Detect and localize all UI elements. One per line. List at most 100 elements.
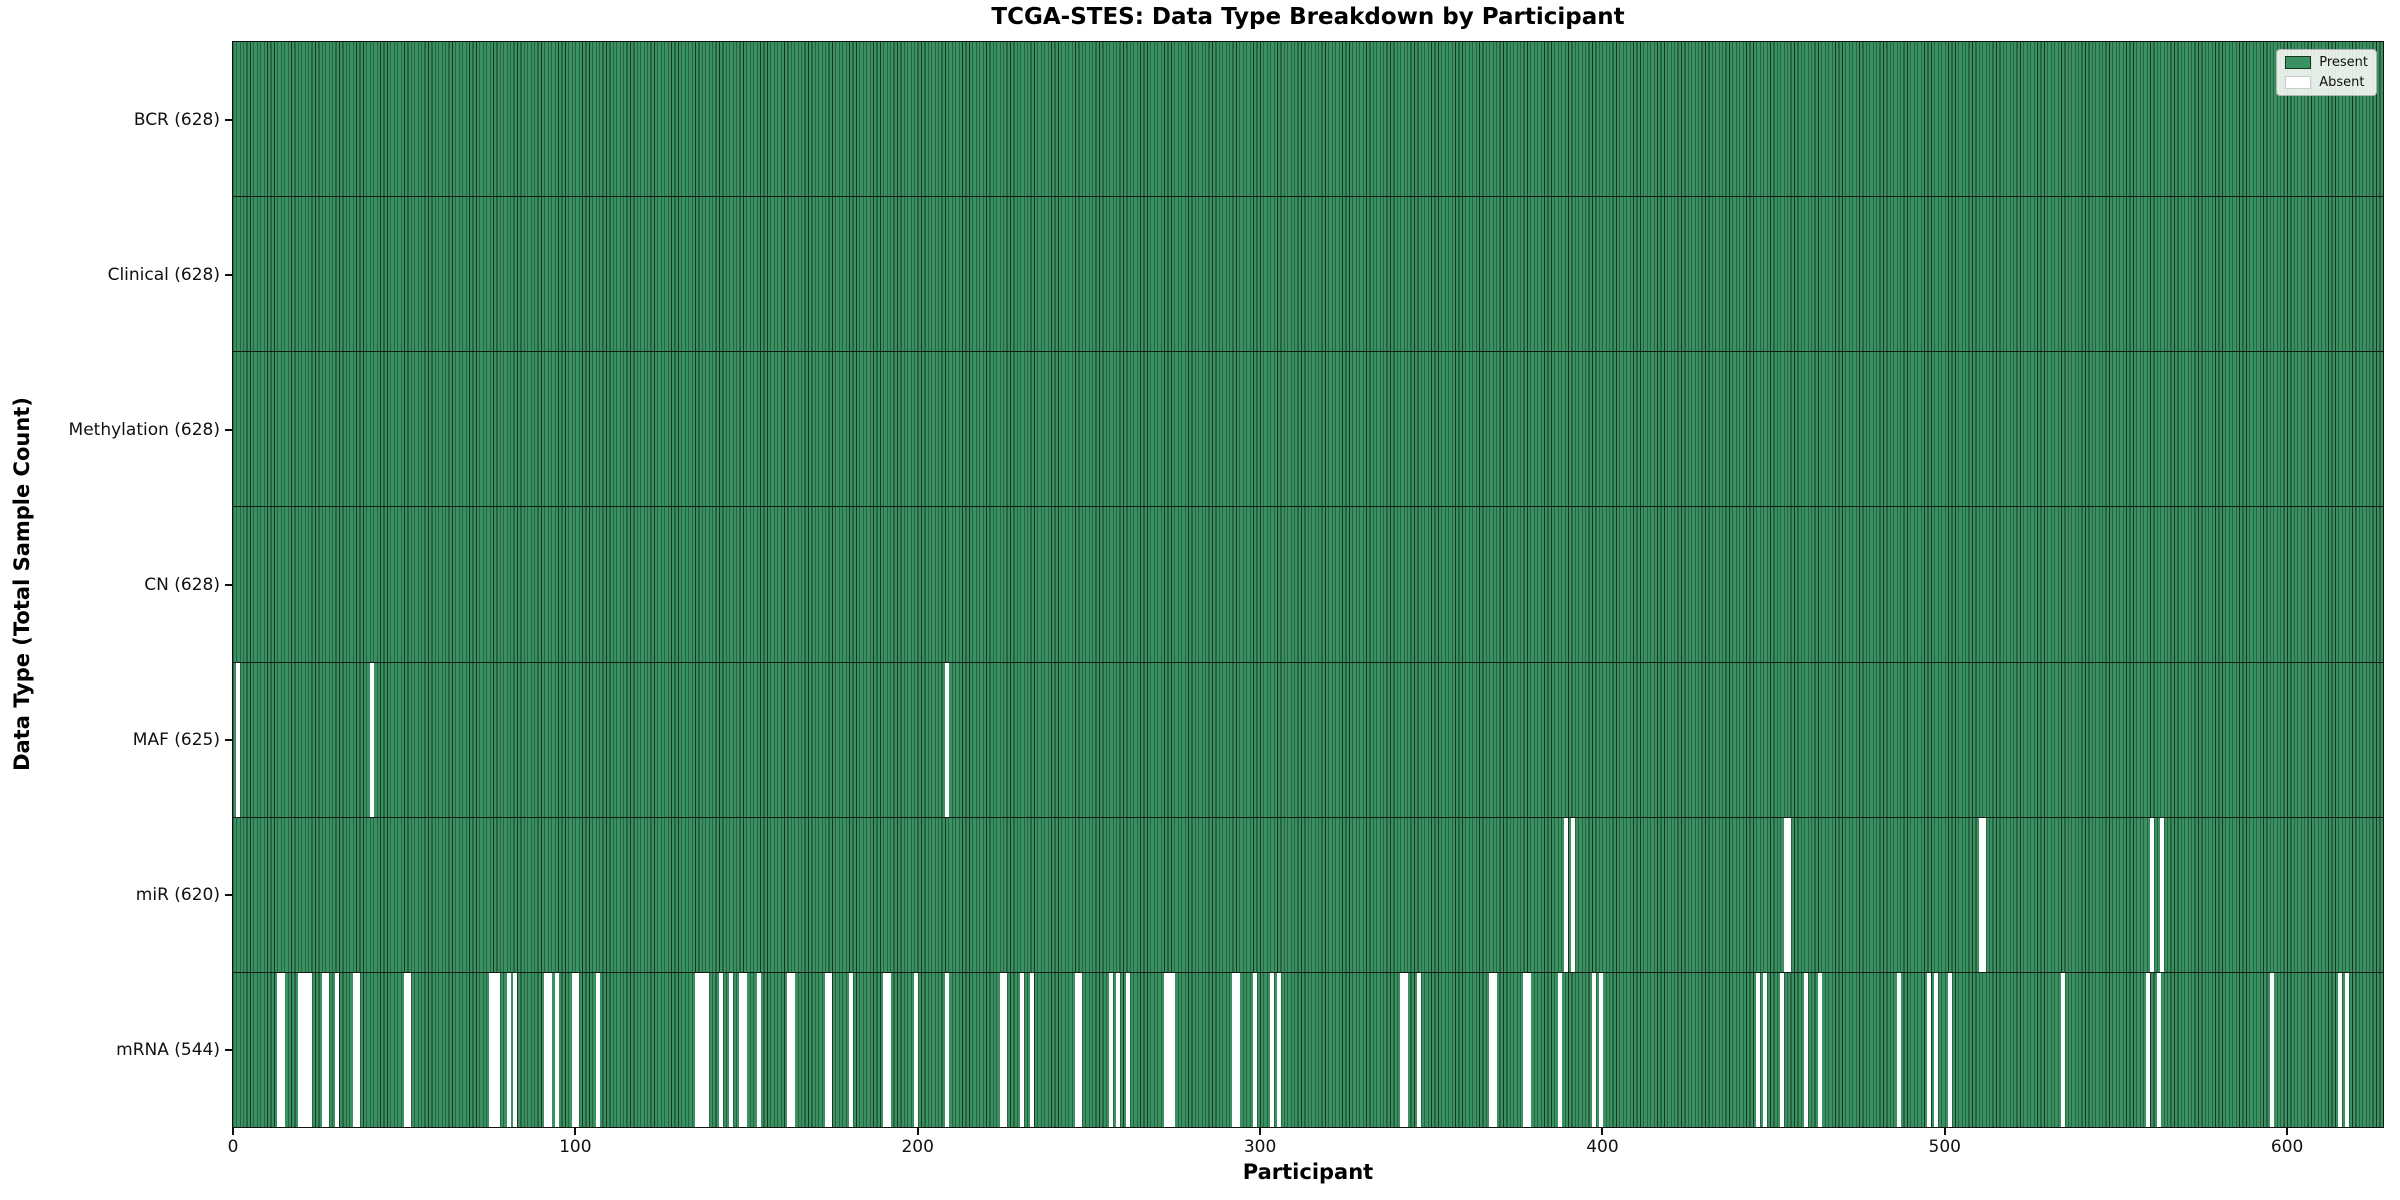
absent-stripe (2146, 972, 2151, 1127)
rows-container (233, 42, 2383, 1127)
absent-stripe (321, 972, 326, 1127)
row-miR (233, 817, 2383, 973)
absent-stripe (1074, 972, 1079, 1127)
absent-stripe (513, 972, 518, 1127)
y-tick-label-Clinical: Clinical (628) (107, 264, 220, 285)
row-BCR (233, 42, 2383, 198)
absent-stripe (236, 662, 241, 817)
x-axis-label: Participant (1242, 1160, 1374, 1184)
absent-stripe (1126, 972, 1131, 1127)
absent-stripe (1934, 972, 1939, 1127)
row-Clinical (233, 197, 2383, 353)
x-tick-mark (1601, 1128, 1604, 1135)
absent-stripe (1489, 972, 1494, 1127)
absent-stripe (308, 972, 313, 1127)
legend-swatch-present (2285, 56, 2312, 69)
absent-stripe (729, 972, 734, 1127)
absent-stripe (489, 972, 494, 1127)
absent-stripe (756, 972, 761, 1127)
y-tick-mark (225, 583, 232, 586)
absent-stripe (544, 972, 549, 1127)
row-CN (233, 507, 2383, 663)
absent-stripe (1780, 972, 1785, 1127)
absent-stripe (325, 972, 330, 1127)
y-tick-mark (225, 428, 232, 431)
absent-stripe (369, 662, 374, 817)
absent-stripe (2338, 972, 2343, 1127)
legend: Present Absent (2276, 49, 2377, 96)
absent-stripe (1557, 972, 1562, 1127)
absent-stripe (1804, 972, 1809, 1127)
absent-stripe (1786, 817, 1791, 972)
legend-item-absent: Absent (2285, 75, 2368, 90)
absent-stripe (1978, 817, 1983, 972)
chart-title: TCGA-STES: Data Type Breakdown by Partic… (991, 4, 1625, 30)
absent-stripe (1170, 972, 1175, 1127)
x-tick-label-600: 600 (2270, 1137, 2304, 1157)
absent-stripe (1417, 972, 1422, 1127)
absent-stripe (1947, 972, 1952, 1127)
absent-stripe (1763, 972, 1768, 1127)
y-tick-label-MAF: MAF (625) (132, 729, 220, 750)
absent-stripe (297, 972, 302, 1127)
absent-stripe (698, 972, 703, 1127)
absent-stripe (1927, 972, 1932, 1127)
absent-stripe (1276, 972, 1281, 1127)
absent-stripe (787, 972, 792, 1127)
absent-stripe (352, 972, 357, 1127)
x-tick-mark (1259, 1128, 1262, 1135)
absent-stripe (828, 972, 833, 1127)
absent-stripe (2269, 972, 2274, 1127)
absent-stripe (1571, 817, 1576, 972)
absent-stripe (1163, 972, 1168, 1127)
absent-stripe (571, 972, 576, 1127)
absent-stripe (2160, 817, 2165, 972)
row-mRNA (233, 972, 2383, 1127)
absent-stripe (1232, 972, 1237, 1127)
y-tick-label-miR: miR (620) (135, 884, 220, 905)
absent-stripe (2345, 972, 2350, 1127)
y-tick-mark (225, 1048, 232, 1051)
absent-stripe (1523, 972, 1528, 1127)
absent-stripe (1403, 972, 1408, 1127)
absent-stripe (1756, 972, 1761, 1127)
absent-stripe (999, 972, 1004, 1127)
absent-stripe (886, 972, 891, 1127)
legend-label: Present (2319, 55, 2368, 70)
absent-stripe (1564, 817, 1569, 972)
absent-stripe (944, 662, 949, 817)
absent-stripe (718, 972, 723, 1127)
absent-stripe (2149, 817, 2154, 972)
absent-stripe (913, 972, 918, 1127)
absent-stripe (1817, 972, 1822, 1127)
absent-stripe (403, 972, 408, 1127)
absent-stripe (739, 972, 744, 1127)
absent-stripe (1167, 972, 1172, 1127)
absent-stripe (1020, 972, 1025, 1127)
y-tick-mark (225, 273, 232, 276)
absent-stripe (335, 972, 340, 1127)
y-tick-mark (225, 738, 232, 741)
absent-stripe (1270, 972, 1275, 1127)
x-tick-label-200: 200 (901, 1137, 934, 1157)
y-tick-label-mRNA: mRNA (544) (116, 1039, 220, 1060)
absent-stripe (496, 972, 501, 1127)
absent-stripe (1783, 817, 1788, 972)
absent-stripe (301, 972, 306, 1127)
absent-stripe (1109, 972, 1114, 1127)
absent-stripe (355, 972, 360, 1127)
x-tick-label-300: 300 (1243, 1137, 1277, 1157)
absent-stripe (2156, 972, 2161, 1127)
absent-stripe (554, 972, 559, 1127)
y-tick-label-Methylation: Methylation (628) (68, 419, 220, 440)
absent-stripe (742, 972, 747, 1127)
absent-stripe (277, 972, 282, 1127)
x-tick-mark (1943, 1128, 1946, 1135)
y-tick-label-BCR: BCR (628) (133, 109, 220, 130)
absent-stripe (1982, 817, 1987, 972)
x-tick-label-0: 0 (227, 1137, 239, 1157)
absent-stripe (883, 972, 888, 1127)
absent-stripe (1598, 972, 1603, 1127)
absent-stripe (701, 972, 706, 1127)
absent-stripe (595, 972, 600, 1127)
